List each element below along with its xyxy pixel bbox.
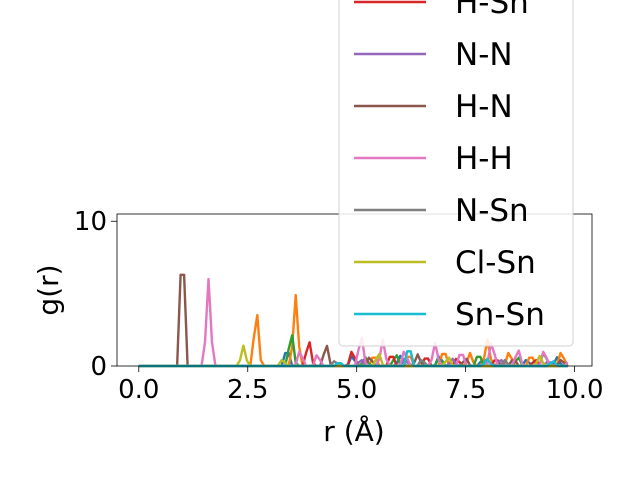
legend-label: N-Sn — [455, 193, 529, 229]
x-tick-label: 5.0 — [336, 375, 377, 405]
legend-label: Cl-Sn — [455, 245, 536, 281]
x-tick-label: 0.0 — [118, 375, 159, 405]
legend-label: H-H — [455, 141, 513, 177]
y-tick-label: 0 — [90, 352, 107, 382]
x-axis-label: r (Å) — [323, 414, 384, 448]
legend-label: N-N — [455, 37, 513, 73]
x-tick-label: 10.0 — [546, 375, 604, 405]
y-axis: 0 10 — [74, 207, 117, 382]
x-tick-label: 2.5 — [227, 375, 268, 405]
x-axis: 0.0 2.5 5.0 7.5 10.0 — [118, 366, 604, 405]
x-tick-label: 7.5 — [445, 375, 486, 405]
legend: H-Sn N-N H-N H-H N-Sn Cl-Sn Sn-Sn — [338, 0, 574, 347]
legend-label: H-Sn — [455, 0, 529, 21]
y-tick-label: 10 — [74, 207, 107, 237]
legend-label: H-N — [455, 89, 513, 125]
legend-label: Sn-Sn — [455, 297, 545, 333]
y-axis-label: g(r) — [32, 264, 65, 315]
legend-box — [338, 0, 574, 347]
